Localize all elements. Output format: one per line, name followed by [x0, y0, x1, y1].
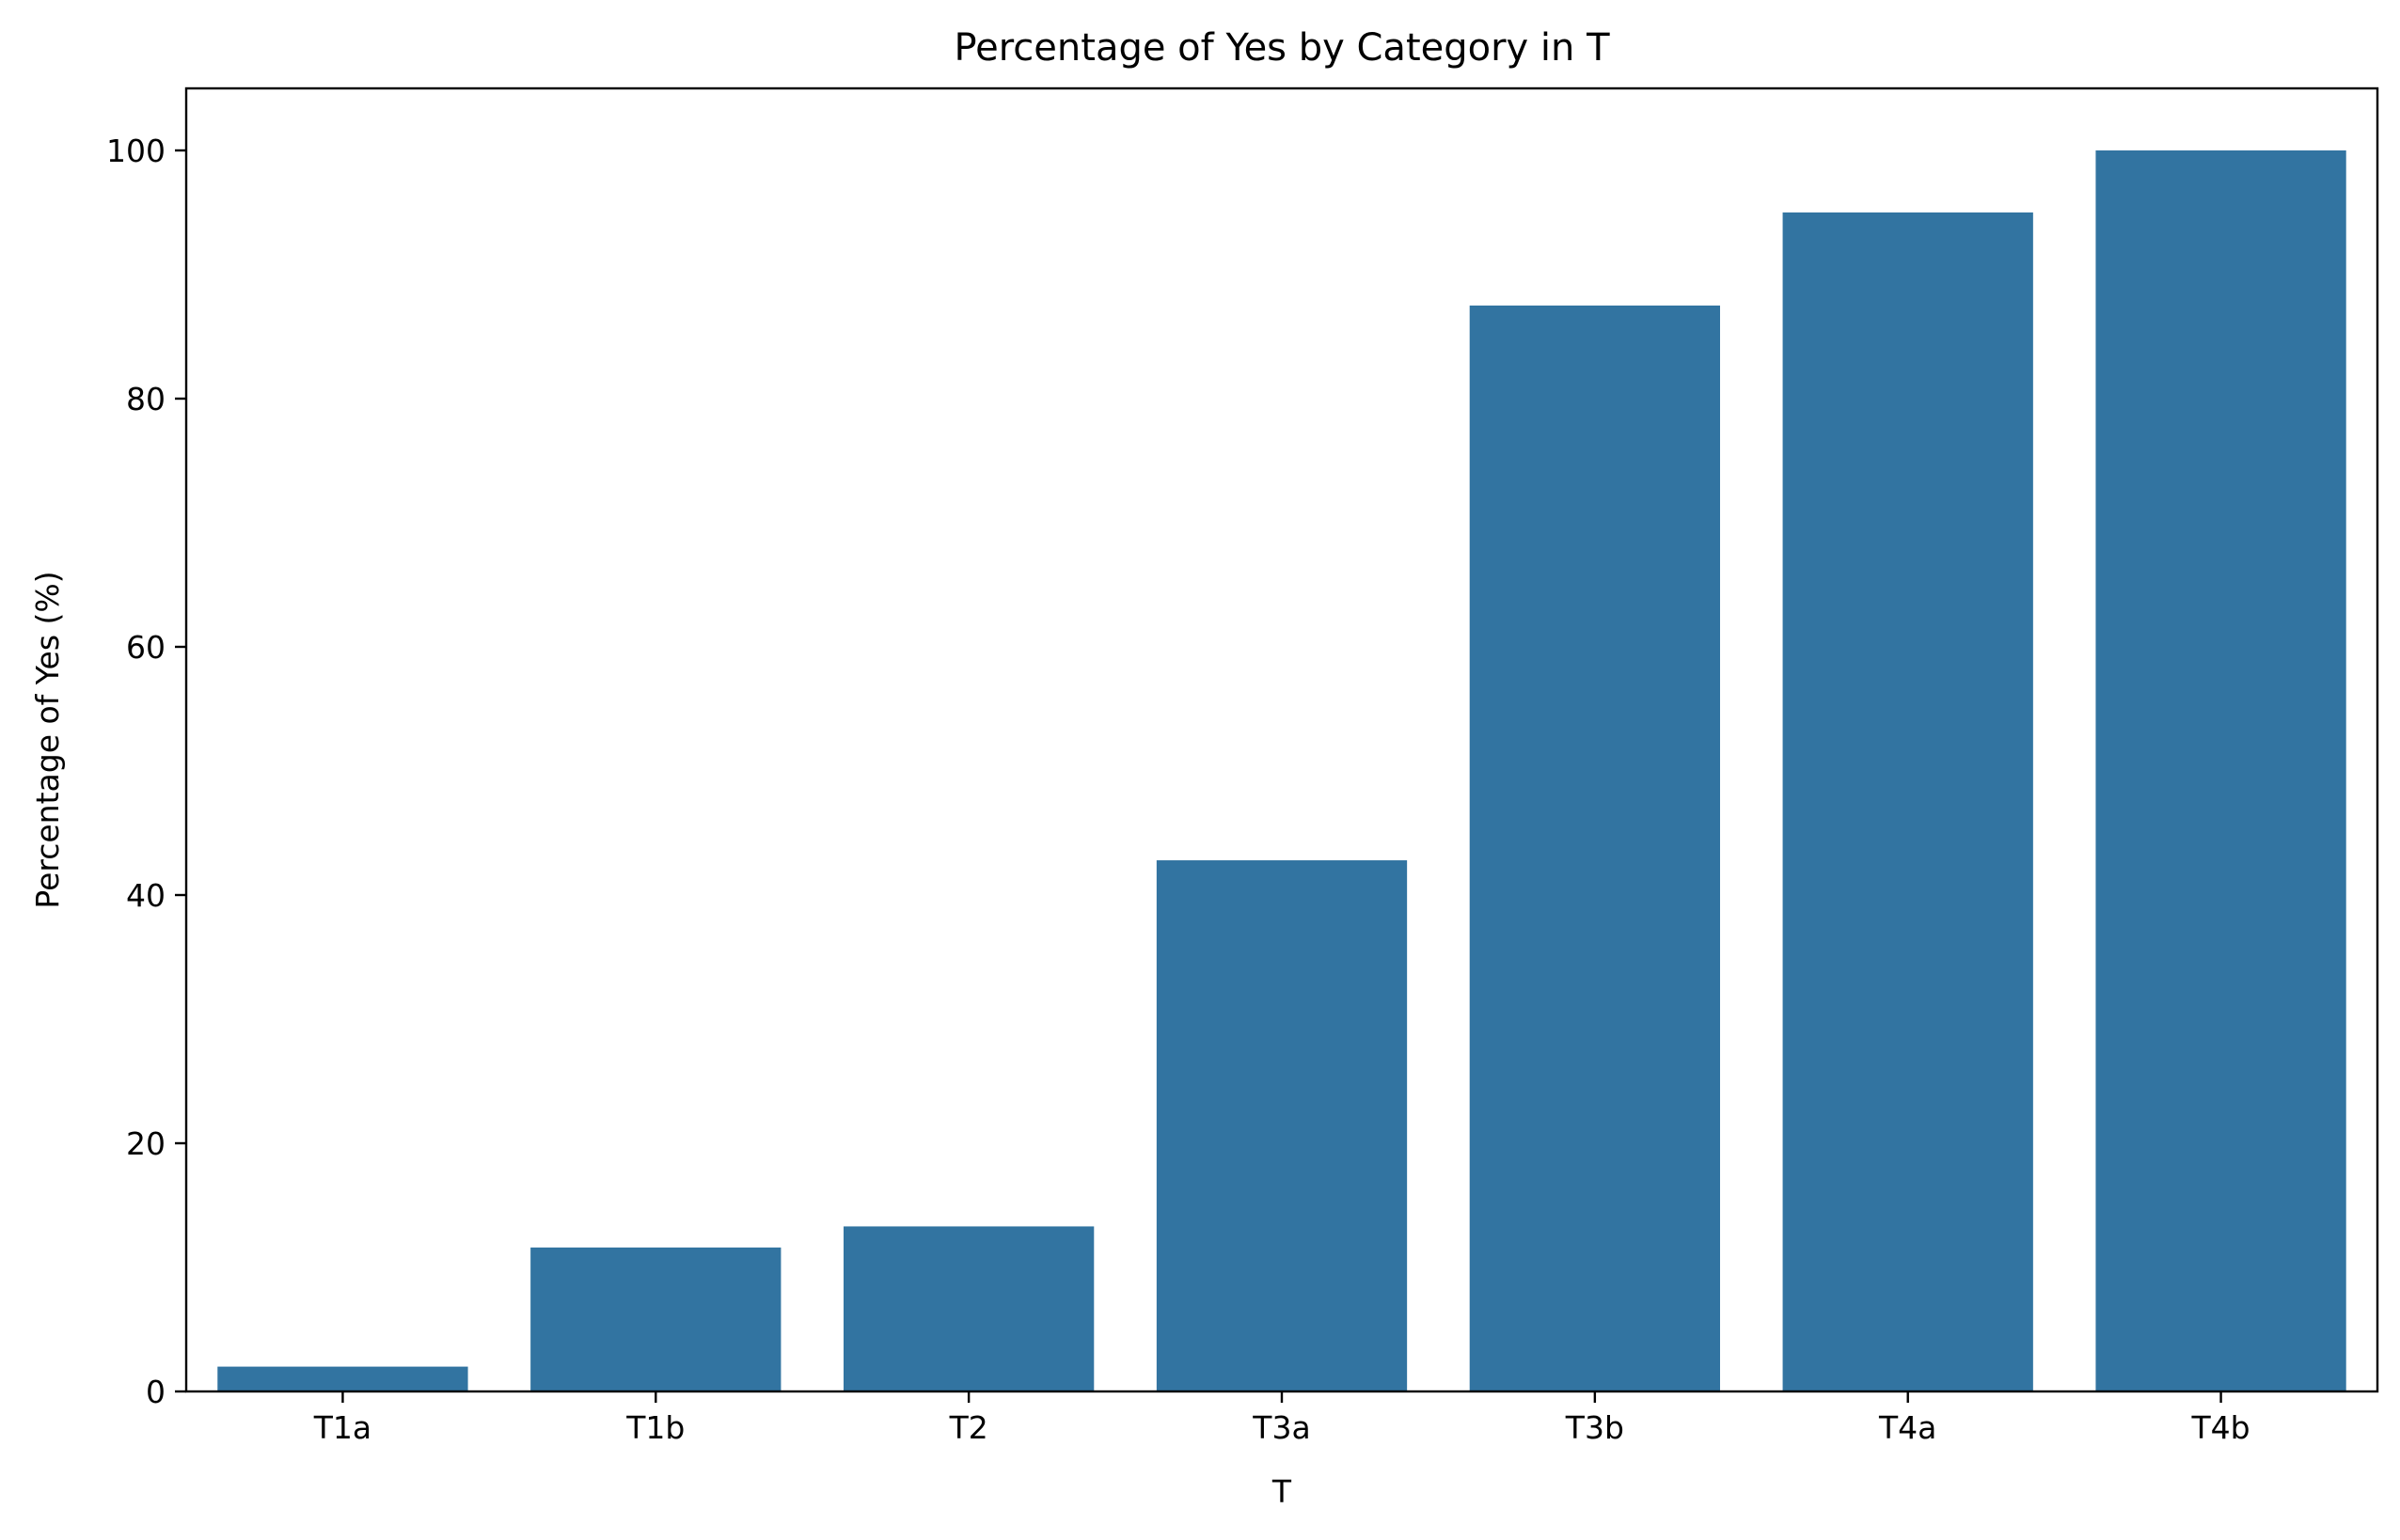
bar-t3a: [1156, 860, 1408, 1391]
bar-t1a: [217, 1366, 468, 1391]
y-tick-label: 20: [126, 1125, 166, 1162]
x-axis: T1a T1b T2 T3a T3b T4a T4b: [313, 1391, 2250, 1446]
x-tick-label: T3a: [1252, 1409, 1310, 1446]
bar-t2: [844, 1226, 1095, 1391]
x-tick-label: T4a: [1878, 1409, 1936, 1446]
y-axis-label: Percentage of Yes (%): [29, 571, 66, 908]
x-tick-label: T3b: [1565, 1409, 1624, 1446]
x-tick-label: T1b: [625, 1409, 685, 1446]
y-tick-label: 60: [126, 629, 166, 666]
bar-t4a: [1782, 212, 2033, 1391]
x-tick-label: T4b: [2191, 1409, 2250, 1446]
y-axis: 0 20 40 60 80 100: [106, 133, 186, 1410]
y-tick-label: 0: [146, 1374, 166, 1410]
y-tick-label: 100: [106, 133, 166, 169]
plot-frame: [184, 86, 2379, 1393]
bar-t1b: [530, 1247, 782, 1391]
y-tick-label: 40: [126, 877, 166, 914]
x-tick-label: T1a: [313, 1409, 371, 1446]
bar-t4b: [2095, 150, 2346, 1391]
x-tick-label: T2: [949, 1409, 988, 1446]
y-tick-label: 80: [126, 381, 166, 417]
chart-title: Percentage of Yes by Category in T: [954, 26, 1610, 70]
bars-layer: [217, 150, 2346, 1391]
bar-t3b: [1469, 306, 1720, 1391]
x-axis-label: T: [1271, 1473, 1292, 1510]
